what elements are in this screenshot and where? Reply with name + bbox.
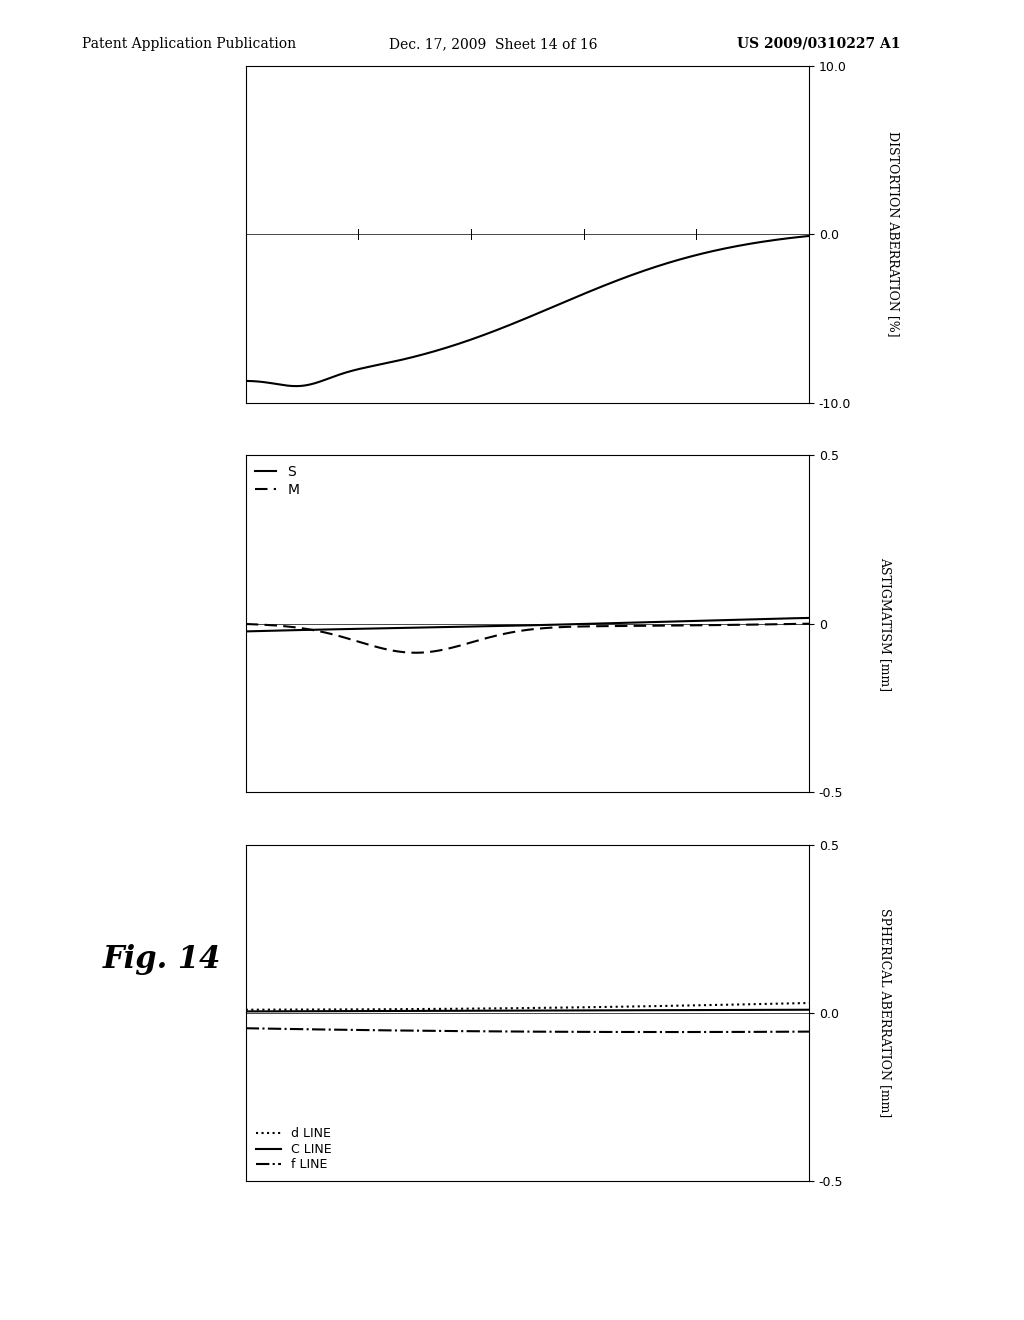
S: [545, 616, 557, 632]
f LINE: [791, 1024, 803, 1040]
S: [240, 623, 252, 639]
f LINE: [803, 1024, 815, 1040]
d LINE: [803, 995, 815, 1011]
Legend: S, M: S, M: [253, 462, 302, 500]
C LINE: [240, 1003, 252, 1019]
M: [512, 623, 524, 639]
d LINE: [511, 1001, 523, 1016]
M: [508, 624, 520, 640]
d LINE: [701, 997, 714, 1012]
M: [575, 619, 588, 635]
d LINE: [507, 1001, 519, 1016]
C LINE: [803, 1002, 815, 1018]
C LINE: [701, 1002, 714, 1018]
d LINE: [574, 999, 587, 1015]
S: [507, 618, 519, 634]
S: [701, 612, 714, 628]
f LINE: [545, 1024, 557, 1040]
Text: US 2009/0310227 A1: US 2009/0310227 A1: [737, 37, 901, 51]
M: [409, 645, 421, 661]
f LINE: [511, 1023, 523, 1039]
C LINE: [574, 1002, 587, 1018]
C LINE: [507, 1003, 519, 1019]
d LINE: [545, 999, 557, 1015]
C LINE: [545, 1003, 557, 1019]
Text: Fig. 14: Fig. 14: [102, 944, 221, 974]
Line: M: M: [246, 624, 809, 653]
f LINE: [240, 1020, 252, 1036]
f LINE: [702, 1024, 715, 1040]
f LINE: [574, 1024, 587, 1040]
d LINE: [240, 1002, 252, 1018]
Y-axis label: DISTORTION ABERRATION [%]: DISTORTION ABERRATION [%]: [887, 132, 900, 337]
Text: Patent Application Publication: Patent Application Publication: [82, 37, 296, 51]
C LINE: [790, 1002, 802, 1018]
Legend: d LINE, C LINE, f LINE: d LINE, C LINE, f LINE: [252, 1123, 335, 1175]
Text: Dec. 17, 2009  Sheet 14 of 16: Dec. 17, 2009 Sheet 14 of 16: [389, 37, 598, 51]
Y-axis label: ASTIGMATISM [mm]: ASTIGMATISM [mm]: [879, 557, 892, 690]
S: [574, 616, 587, 632]
S: [511, 618, 523, 634]
Y-axis label: SPHERICAL ABERRATION [mm]: SPHERICAL ABERRATION [mm]: [879, 908, 892, 1118]
M: [240, 616, 252, 632]
S: [790, 610, 802, 626]
S: [803, 610, 815, 626]
Line: S: S: [246, 618, 809, 631]
d LINE: [790, 995, 802, 1011]
Line: f LINE: f LINE: [246, 1028, 809, 1032]
M: [791, 616, 803, 632]
M: [546, 619, 558, 635]
M: [803, 616, 815, 632]
M: [702, 618, 715, 634]
f LINE: [507, 1023, 519, 1039]
f LINE: [662, 1024, 674, 1040]
Line: d LINE: d LINE: [246, 1003, 809, 1010]
C LINE: [511, 1003, 523, 1019]
Line: C LINE: C LINE: [246, 1010, 809, 1011]
